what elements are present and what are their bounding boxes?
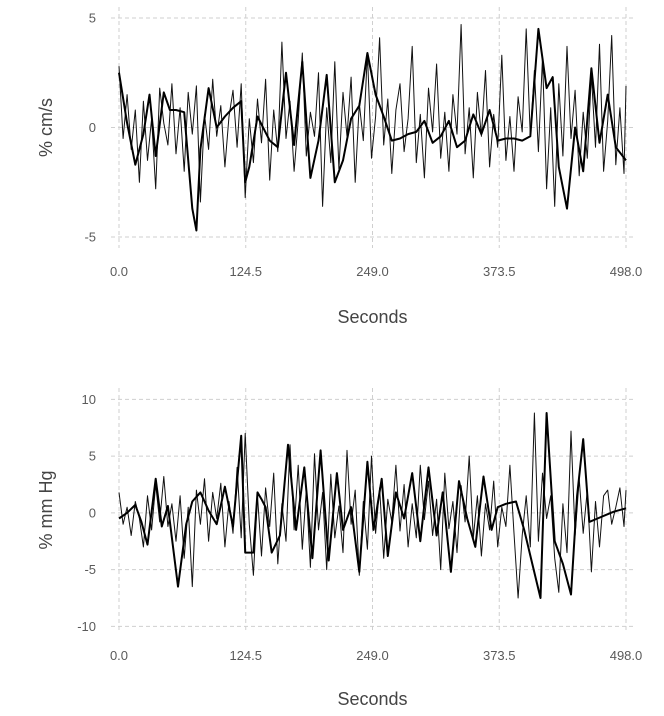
chart-0-x-tick-label-0: 0.0 xyxy=(110,264,128,279)
chart-0-y-axis-title: % cm/s xyxy=(36,98,56,157)
chart-0-x-tick-label-2: 249.0 xyxy=(356,264,389,279)
chart-0-x-axis-title: Seconds xyxy=(337,307,407,327)
chart-1-x-tick-label-2: 249.0 xyxy=(356,648,389,663)
chart-0-y-tick-label-1: 0 xyxy=(89,120,96,135)
velocity-chart-panel: 0.0 124.5 249.0 373.5 498.0 -5 0 5 Seconds % cm/s xyxy=(36,7,642,327)
pressure-chart-panel: 0.0 124.5 249.0 373.5 498.0 -10 -5 0 5 10 Seconds%… xyxy=(36,388,642,709)
chart-1-x-tick-label-0: 0.0 xyxy=(110,648,128,663)
chart-0-y-tick-label-0: -5 xyxy=(84,230,96,245)
chart-0-x-tick-label-4: 498.0 xyxy=(610,264,643,279)
chart-1-series-thin-line xyxy=(118,412,627,599)
chart-0-x-tick-label-1: 124.5 xyxy=(229,264,262,279)
chart-1-x-axis-title: Seconds xyxy=(337,689,407,709)
chart-1-y-tick-label-4: 10 xyxy=(82,392,96,407)
chart-0-y-tick-label-2: 5 xyxy=(89,10,96,25)
chart-1-y-tick-label-1: -5 xyxy=(84,562,96,577)
chart-1-x-tick-label-1: 124.5 xyxy=(229,648,262,663)
chart-1-y-tick-label-3: 5 xyxy=(89,449,96,464)
chart-1-y-tick-label-2: 0 xyxy=(89,505,96,520)
chart-1-x-tick-label-4: 498.0 xyxy=(610,648,643,663)
chart-1-y-axis-title: % mm Hg xyxy=(36,470,56,549)
chart-1-y-tick-label-0: -10 xyxy=(77,619,96,634)
chart-1-x-tick-label-3: 373.5 xyxy=(483,648,516,663)
chart-0-series-thick-line xyxy=(118,27,627,232)
chart-1-series-thick-line xyxy=(118,412,627,599)
chart-0-x-tick-label-3: 373.5 xyxy=(483,264,516,279)
